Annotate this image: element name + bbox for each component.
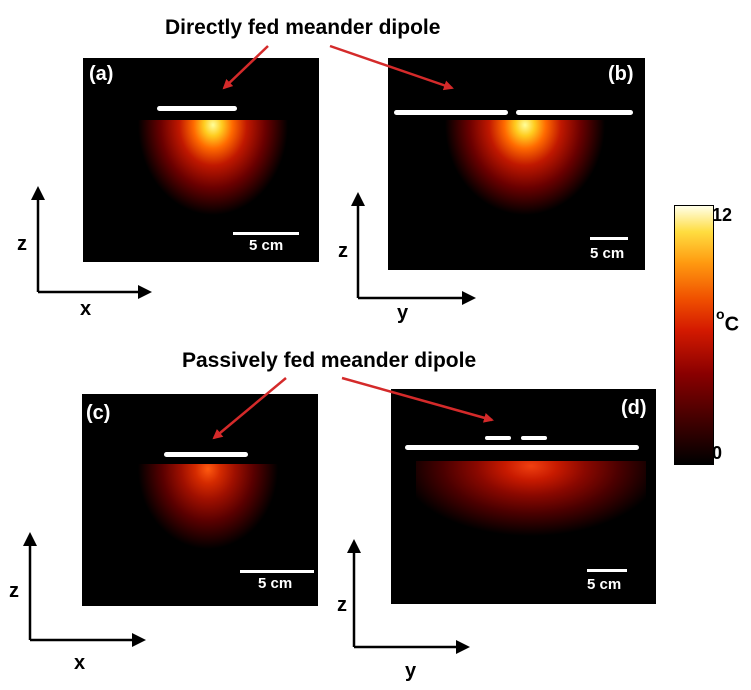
axis-label-z-c: z (9, 580, 19, 602)
scale-bar-c (240, 570, 314, 573)
colorbar-unit-label: oC (716, 306, 740, 336)
panel-label-d: (d) (621, 397, 647, 419)
panel-label-b: (b) (608, 63, 634, 85)
panel-d: (d) 5 cm (391, 389, 656, 604)
antenna-d-short-left (485, 436, 511, 440)
axis-label-y-b: y (397, 302, 409, 324)
scale-text-a: 5 cm (249, 237, 284, 254)
heatmap-b (403, 120, 633, 268)
scale-text-b: 5 cm (590, 245, 625, 262)
antenna-d-long (405, 445, 639, 450)
axis-label-y-d: y (405, 660, 417, 682)
heatmap-c (96, 464, 312, 602)
panel-c: (c) 5 cm (82, 394, 318, 606)
arrow-to-panel-d (341, 376, 494, 423)
scale-text-c: 5 cm (258, 575, 293, 592)
panel-b: (b) 5 cm (388, 58, 645, 270)
arrow-to-panel-c (212, 377, 287, 440)
arrow-to-panel-a (222, 45, 269, 90)
arrow-to-panel-b (329, 44, 454, 91)
panel-label-c: (c) (86, 402, 111, 424)
colorbar-max-label: 12 (712, 205, 733, 225)
heatmap-a (103, 120, 303, 260)
scale-bar-b (590, 237, 628, 240)
antenna-d-short-right (521, 436, 547, 440)
antenna-b-left (394, 110, 508, 115)
antenna-a (157, 106, 237, 111)
scale-bar-a (233, 232, 299, 235)
antenna-c (164, 452, 248, 457)
colorbar-min-label: 0 (712, 443, 723, 463)
axis-label-z-a: z (17, 233, 27, 255)
scale-bar-d (587, 569, 627, 572)
heading-passively-fed: Passively fed meander dipole (182, 349, 477, 372)
axis-label-x-a: x (80, 298, 92, 320)
panel-a: (a) 5 cm (83, 58, 319, 262)
colorbar (674, 205, 714, 465)
axis-label-z-b: z (338, 240, 348, 262)
antenna-b-right (516, 110, 633, 115)
scale-text-d: 5 cm (587, 576, 622, 593)
panel-label-a: (a) (89, 63, 114, 85)
axis-label-z-d: z (337, 594, 347, 616)
heading-directly-fed: Directly fed meander dipole (165, 16, 441, 39)
axis-label-x-c: x (74, 652, 86, 674)
